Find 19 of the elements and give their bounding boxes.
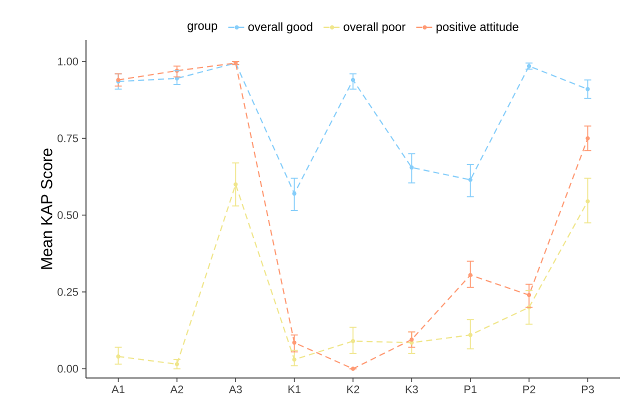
legend-label: positive attitude bbox=[436, 22, 518, 34]
y-tick-label: 1.00 bbox=[58, 58, 78, 66]
legend-label: overall poor bbox=[344, 22, 406, 34]
x-tick-label: A2 bbox=[170, 386, 184, 394]
x-tick-label: A1 bbox=[112, 386, 124, 394]
x-tick-label: P3 bbox=[582, 386, 594, 394]
y-tick-label: 0.25 bbox=[58, 288, 78, 296]
x-tick-label: P1 bbox=[464, 386, 477, 394]
legend-title: group bbox=[188, 23, 218, 32]
y-axis-title: Mean KAP Score bbox=[41, 148, 52, 269]
y-tick-label: 0.75 bbox=[58, 134, 78, 142]
x-tick-label: K3 bbox=[406, 386, 418, 394]
legend-label: overall good bbox=[248, 22, 312, 34]
x-tick-label: P2 bbox=[523, 386, 536, 394]
x-tick-label: K1 bbox=[288, 386, 300, 394]
y-tick-label: 0.50 bbox=[58, 211, 78, 220]
y-tick-label: 0.00 bbox=[58, 364, 78, 373]
x-tick-label: K2 bbox=[347, 386, 360, 394]
x-tick-label: A3 bbox=[228, 386, 242, 394]
